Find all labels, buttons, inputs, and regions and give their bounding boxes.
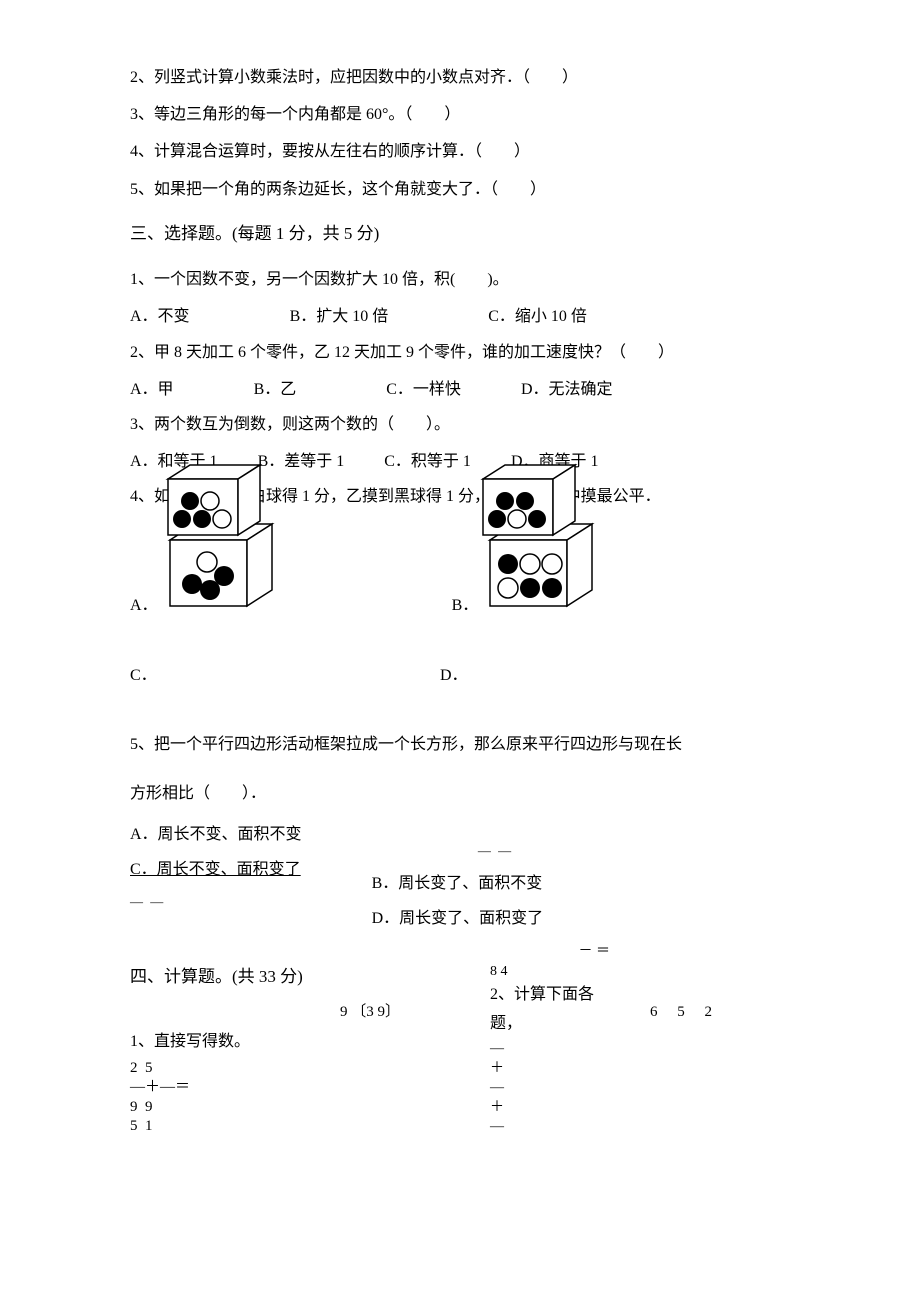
section4-title: 四、计算题。(共 33 分) — [130, 958, 340, 995]
frac-line1: 2 5 — [130, 1059, 190, 1079]
judge-q4: 4、计算混合运算时，要按从左往右的顺序计算．（ ） — [130, 134, 820, 169]
q3-opt-b: B．差等于 1 — [258, 444, 345, 479]
fraction-expr-1: 2 5 —＋—＝ 9 9 5 1 — [130, 1059, 190, 1137]
judge-q2: 2、列竖式计算小数乘法时，应把因数中的小数点对齐．（ ） — [130, 60, 820, 95]
calc-right: － ＝ 8 4 2、计算下面各题， — ＋ — ＋ — — [490, 942, 620, 1137]
choice-q5-line1: 5、把一个平行四边形活动框架拉成一个长方形，那么原来平行四边形与现在长 — [130, 727, 820, 762]
box-image-1 — [160, 461, 270, 552]
q3-opt-c: C．积等于 1 — [384, 444, 471, 479]
box-image-2 — [475, 461, 585, 552]
choice-q4-row3: C． D． — [130, 658, 820, 693]
judge-q3: 3、等边三角形的每一个内角都是 60°。（ ） — [130, 97, 820, 132]
q1-opt-b: B．扩大 10 倍 — [290, 299, 389, 334]
q5-opt-a: A．周长不变、面积不变 — [130, 817, 302, 852]
choice-q5-options: A．周长不变、面积不变 C．周长不变、面积变了 — — — — B．周长变了、面… — [130, 817, 820, 936]
q5-opt-c: C．周长不变、面积变了 — [130, 852, 302, 887]
calc-r-s5: — — [490, 1117, 620, 1137]
q5-opt-b: B．周长变了、面积不变 — [372, 866, 544, 901]
q2-opt-c: C．一样快 — [386, 372, 461, 407]
calc-sub1: 1、直接写得数。 — [130, 1024, 340, 1059]
calc-mid: 9 〔3 9〕 — [340, 942, 490, 1029]
q5-opt-d: D．周长变了、面积变了 — [372, 901, 544, 936]
dash-marks-left: — — — [130, 888, 302, 917]
calc-sub2: 2、计算下面各题， — [490, 981, 620, 1039]
q4-label-c: C． — [130, 658, 440, 693]
q2-opt-b: B．乙 — [254, 372, 297, 407]
calc-section: 四、计算题。(共 33 分) 1、直接写得数。 2 5 —＋—＝ 9 9 5 1… — [130, 942, 820, 1143]
choice-q3: 3、两个数互为倒数，则这两个数的（ ）。 — [130, 407, 820, 442]
calc-r-s1: — — [490, 1039, 620, 1059]
choice-q1: 1、一个因数不变，另一个因数扩大 10 倍，积( )。 — [130, 262, 820, 297]
frac-line4: 5 1 — [130, 1117, 190, 1137]
calc-r-s2: ＋ — [490, 1059, 620, 1079]
calc-mid-text: 9 〔3 9〕 — [340, 1004, 400, 1020]
calc-r-s3: — — [490, 1078, 620, 1098]
choice-q2: 2、甲 8 天加工 6 个零件，乙 12 天加工 9 个零件，谁的加工速度快？（… — [130, 335, 820, 370]
frac-line2: —＋—＝ — [130, 1078, 190, 1098]
choice-q2-options: A．甲 B．乙 C．一样快 D．无法确定 — [130, 372, 820, 407]
q2-opt-d: D．无法确定 — [521, 372, 613, 407]
calc-r-s4: ＋ — [490, 1098, 620, 1118]
frac-line3: 9 9 — [130, 1098, 190, 1118]
choice-q1-options: A．不变 B．扩大 10 倍 C．缩小 10 倍 — [130, 299, 820, 334]
dash-marks-right: — — — [478, 837, 513, 866]
judge-q5: 5、如果把一个角的两条边延长，这个角就变大了．（ ） — [130, 172, 820, 207]
q2-opt-a: A．甲 — [130, 372, 174, 407]
q4-label-a: A． — [130, 588, 158, 623]
q1-opt-c: C．缩小 10 倍 — [488, 299, 587, 334]
q1-opt-a: A．不变 — [130, 299, 190, 334]
choice-q5-line2: 方形相比（ ）． — [130, 776, 820, 811]
calc-far: 6 5 2 — [620, 942, 720, 1029]
choice-q4: 4、如图，甲摸到白球得 1 分，乙摸到黑球得 1 分，在( )箱中摸最公平． — [130, 479, 820, 514]
calc-r-eq: － ＝ — [490, 942, 620, 962]
section3-title: 三、选择题。(每题 1 分，共 5 分) — [130, 215, 820, 252]
calc-r-84: 8 4 — [490, 962, 620, 982]
q4-label-b: B． — [452, 588, 479, 623]
q4-label-d: D． — [440, 658, 468, 693]
